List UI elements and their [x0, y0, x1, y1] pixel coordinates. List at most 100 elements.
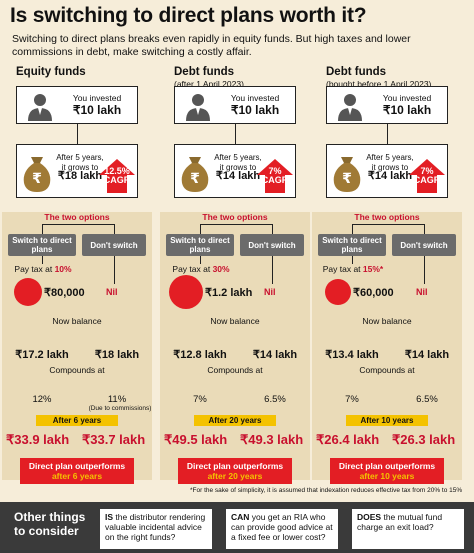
connector-line — [352, 256, 354, 264]
cagr-rate: 7% — [268, 166, 282, 176]
connector-line — [114, 224, 116, 234]
column-title: Equity funds — [16, 66, 86, 78]
money-bag-icon: ₹ — [333, 157, 361, 192]
outperform-line-2: after 10 years — [359, 471, 415, 481]
connector-line — [272, 256, 274, 284]
balance-switch: ₹12.8 lakh — [173, 349, 227, 361]
balance-switch: ₹17.2 lakh — [15, 349, 69, 361]
balance-dont-switch: ₹14 lakh — [252, 349, 298, 361]
column-1: Equity funds You invested ₹10 lakh ₹ — [2, 66, 152, 484]
invested-amount: ₹10 lakh — [230, 103, 280, 117]
final-value-switch: ₹26.4 lakh — [316, 432, 380, 447]
balance-switch: ₹13.4 lakh — [325, 349, 379, 361]
connector-line — [272, 224, 274, 234]
cagr-label: CAGR — [261, 175, 289, 185]
connector-line — [200, 224, 273, 226]
final-value-switch: ₹49.5 lakh — [164, 432, 228, 447]
svg-text:₹: ₹ — [32, 171, 42, 187]
pay-tax-text: Pay tax at 30% — [172, 264, 230, 274]
compounds-at-label: Compounds at — [49, 365, 105, 375]
connector-line — [424, 256, 426, 284]
column-title: Debt funds — [174, 66, 235, 78]
now-balance-label: Now balance — [362, 316, 412, 326]
investor-icon — [186, 94, 210, 121]
invested-label: You invested — [72, 93, 122, 103]
cagr-label: CAGR — [413, 175, 441, 185]
dont-switch-option-box: Don't switch — [392, 234, 456, 256]
compounds-at-label: Compounds at — [207, 365, 263, 375]
outperform-line-1: Direct plan outperforms — [28, 461, 126, 471]
after-years-badge: After 10 years — [346, 415, 428, 426]
switch-option-box: Switch to direct plans — [8, 234, 76, 256]
growth-line-1: After 5 years, — [214, 153, 262, 162]
growth-line-1: After 5 years, — [366, 153, 414, 162]
rate-dont-switch: 6.5% — [416, 394, 438, 405]
options-panel — [2, 212, 152, 480]
connector-line — [77, 124, 79, 144]
consider-question-1: IS the distributor rendering valuable in… — [100, 509, 212, 549]
after-years-badge: After 20 years — [194, 415, 276, 426]
compounds-at-label: Compounds at — [359, 365, 415, 375]
tax-amount: ₹80,000 — [44, 287, 85, 299]
options-panel — [312, 212, 462, 480]
cagr-rate: 7% — [420, 166, 434, 176]
outperform-banner: Direct plan outperforms after 20 years — [178, 458, 292, 484]
growth-line-2: it grows to — [371, 162, 409, 172]
cagr-arrow-icon — [99, 159, 135, 193]
growth-line-2: it grows to — [61, 162, 99, 172]
investor-icon — [338, 94, 362, 121]
switch-option-box: Switch to direct plans — [318, 234, 386, 256]
column-subtitle: (bought before 1 April 2023) — [326, 79, 432, 89]
invested-box: You invested ₹10 lakh — [16, 86, 138, 124]
cagr-arrow-icon — [257, 159, 293, 193]
connector-line — [42, 256, 44, 264]
tax-circle — [169, 275, 203, 309]
connector-line — [114, 256, 116, 284]
rate-dont-switch: 11% — [107, 394, 127, 405]
cagr-arrow-icon — [409, 159, 445, 193]
nil-tax: Nil — [106, 287, 118, 297]
connector-line — [200, 256, 202, 264]
two-options-label: The two options — [202, 212, 268, 222]
nil-tax: Nil — [416, 287, 428, 297]
money-bag-icon: ₹ — [181, 157, 209, 192]
invested-label: You invested — [382, 93, 432, 103]
invested-box: You invested ₹10 lakh — [326, 86, 448, 124]
dont-switch-option-box: Don't switch — [240, 234, 304, 256]
invested-box: You invested ₹10 lakh — [174, 86, 296, 124]
dont-switch-option-box: Don't switch — [82, 234, 146, 256]
connector-line — [235, 124, 237, 144]
pay-tax-text: Pay tax at 15%* — [322, 264, 384, 274]
connector-line — [352, 224, 354, 234]
consider-question-3: DOES the mutual fund charge an exit load… — [352, 509, 464, 549]
connector-line — [352, 224, 425, 226]
outperform-banner: Direct plan outperforms after 10 years — [330, 458, 444, 484]
rate-switch: 7% — [345, 394, 359, 405]
invested-label: You invested — [230, 93, 280, 103]
money-bag-icon: ₹ — [23, 157, 51, 192]
tax-circle — [325, 279, 351, 305]
column-3: Debt funds (bought before 1 April 2023) … — [312, 66, 462, 484]
rate-note: (Due to commissions) — [88, 405, 152, 412]
cagr-rate: 12.5% — [104, 166, 130, 176]
svg-text:₹: ₹ — [342, 171, 352, 187]
final-value-switch: ₹33.9 lakh — [6, 432, 70, 447]
cagr-label: CAGR — [103, 175, 131, 185]
bottom-bar: Other things to consider IS the distribu… — [0, 502, 474, 553]
switch-option-box: Switch to direct plans — [166, 234, 234, 256]
options-panel — [160, 212, 310, 480]
growth-box: ₹ After 5 years, it grows to ₹18 lakh 12… — [16, 144, 138, 198]
outperform-line-2: after 6 years — [51, 471, 103, 481]
rate-switch: 12% — [32, 394, 52, 405]
final-value-dont-switch: ₹33.7 lakh — [82, 432, 146, 447]
outperform-line-2: after 20 years — [207, 471, 263, 481]
final-value-dont-switch: ₹26.3 lakh — [392, 432, 456, 447]
outperform-line-1: Direct plan outperforms — [338, 461, 436, 471]
growth-amount: ₹14 lakh — [367, 170, 413, 182]
connector-line — [42, 224, 44, 234]
rate-switch: 7% — [193, 394, 207, 405]
after-years-badge: After 6 years — [36, 415, 118, 426]
tax-circle — [14, 278, 42, 306]
invested-amount: ₹10 lakh — [382, 103, 432, 117]
bottom-lead-text: Other things to consider — [14, 510, 86, 538]
